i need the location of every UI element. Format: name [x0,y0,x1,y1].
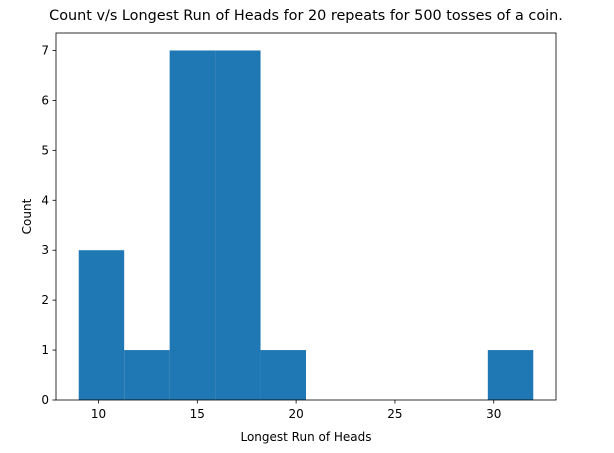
x-axis-label: Longest Run of Heads [240,430,371,444]
y-tick-label: 2 [41,293,49,307]
y-tick-label: 4 [41,193,49,207]
histogram-bar [169,50,216,400]
y-axis-ticks: 0 1 2 3 4 5 6 7 [41,43,56,407]
x-tick-label: 20 [288,407,303,421]
y-tick-label: 5 [41,143,49,157]
y-tick-label: 0 [41,393,49,407]
x-tick-label: 30 [486,407,501,421]
y-tick-label: 3 [41,243,49,257]
y-tick-label: 1 [41,343,49,357]
x-tick-label: 15 [190,407,205,421]
y-axis-label: Count [20,198,34,234]
x-axis-ticks: 10 15 20 25 30 [91,400,501,421]
histogram-bar [487,350,534,400]
x-tick-label: 25 [387,407,402,421]
histogram-bar [124,350,170,400]
chart-title: Count v/s Longest Run of Heads for 20 re… [49,8,563,24]
histogram-bar [215,50,261,400]
y-tick-label: 7 [41,43,49,57]
y-tick-label: 6 [41,93,49,107]
histogram-bar [260,350,306,400]
x-tick-label: 10 [91,407,106,421]
histogram-bar [78,250,125,400]
bars-group [78,50,534,400]
plot-frame [55,32,557,401]
